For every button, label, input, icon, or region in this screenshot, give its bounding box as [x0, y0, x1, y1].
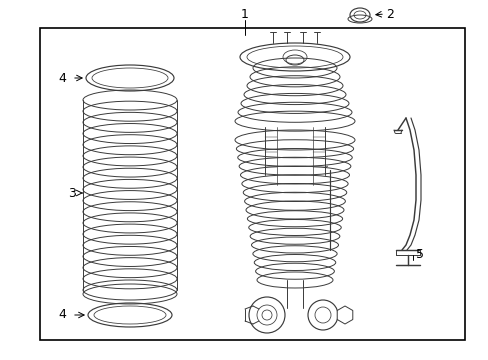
Text: 3: 3	[68, 186, 76, 199]
Bar	[40, 28, 464, 340]
Text: 5: 5	[415, 248, 423, 261]
Ellipse shape	[349, 8, 369, 22]
Text: 4: 4	[58, 72, 66, 85]
Text: 4: 4	[58, 309, 66, 321]
Text: 2: 2	[385, 8, 393, 21]
Text: 1: 1	[241, 8, 248, 21]
